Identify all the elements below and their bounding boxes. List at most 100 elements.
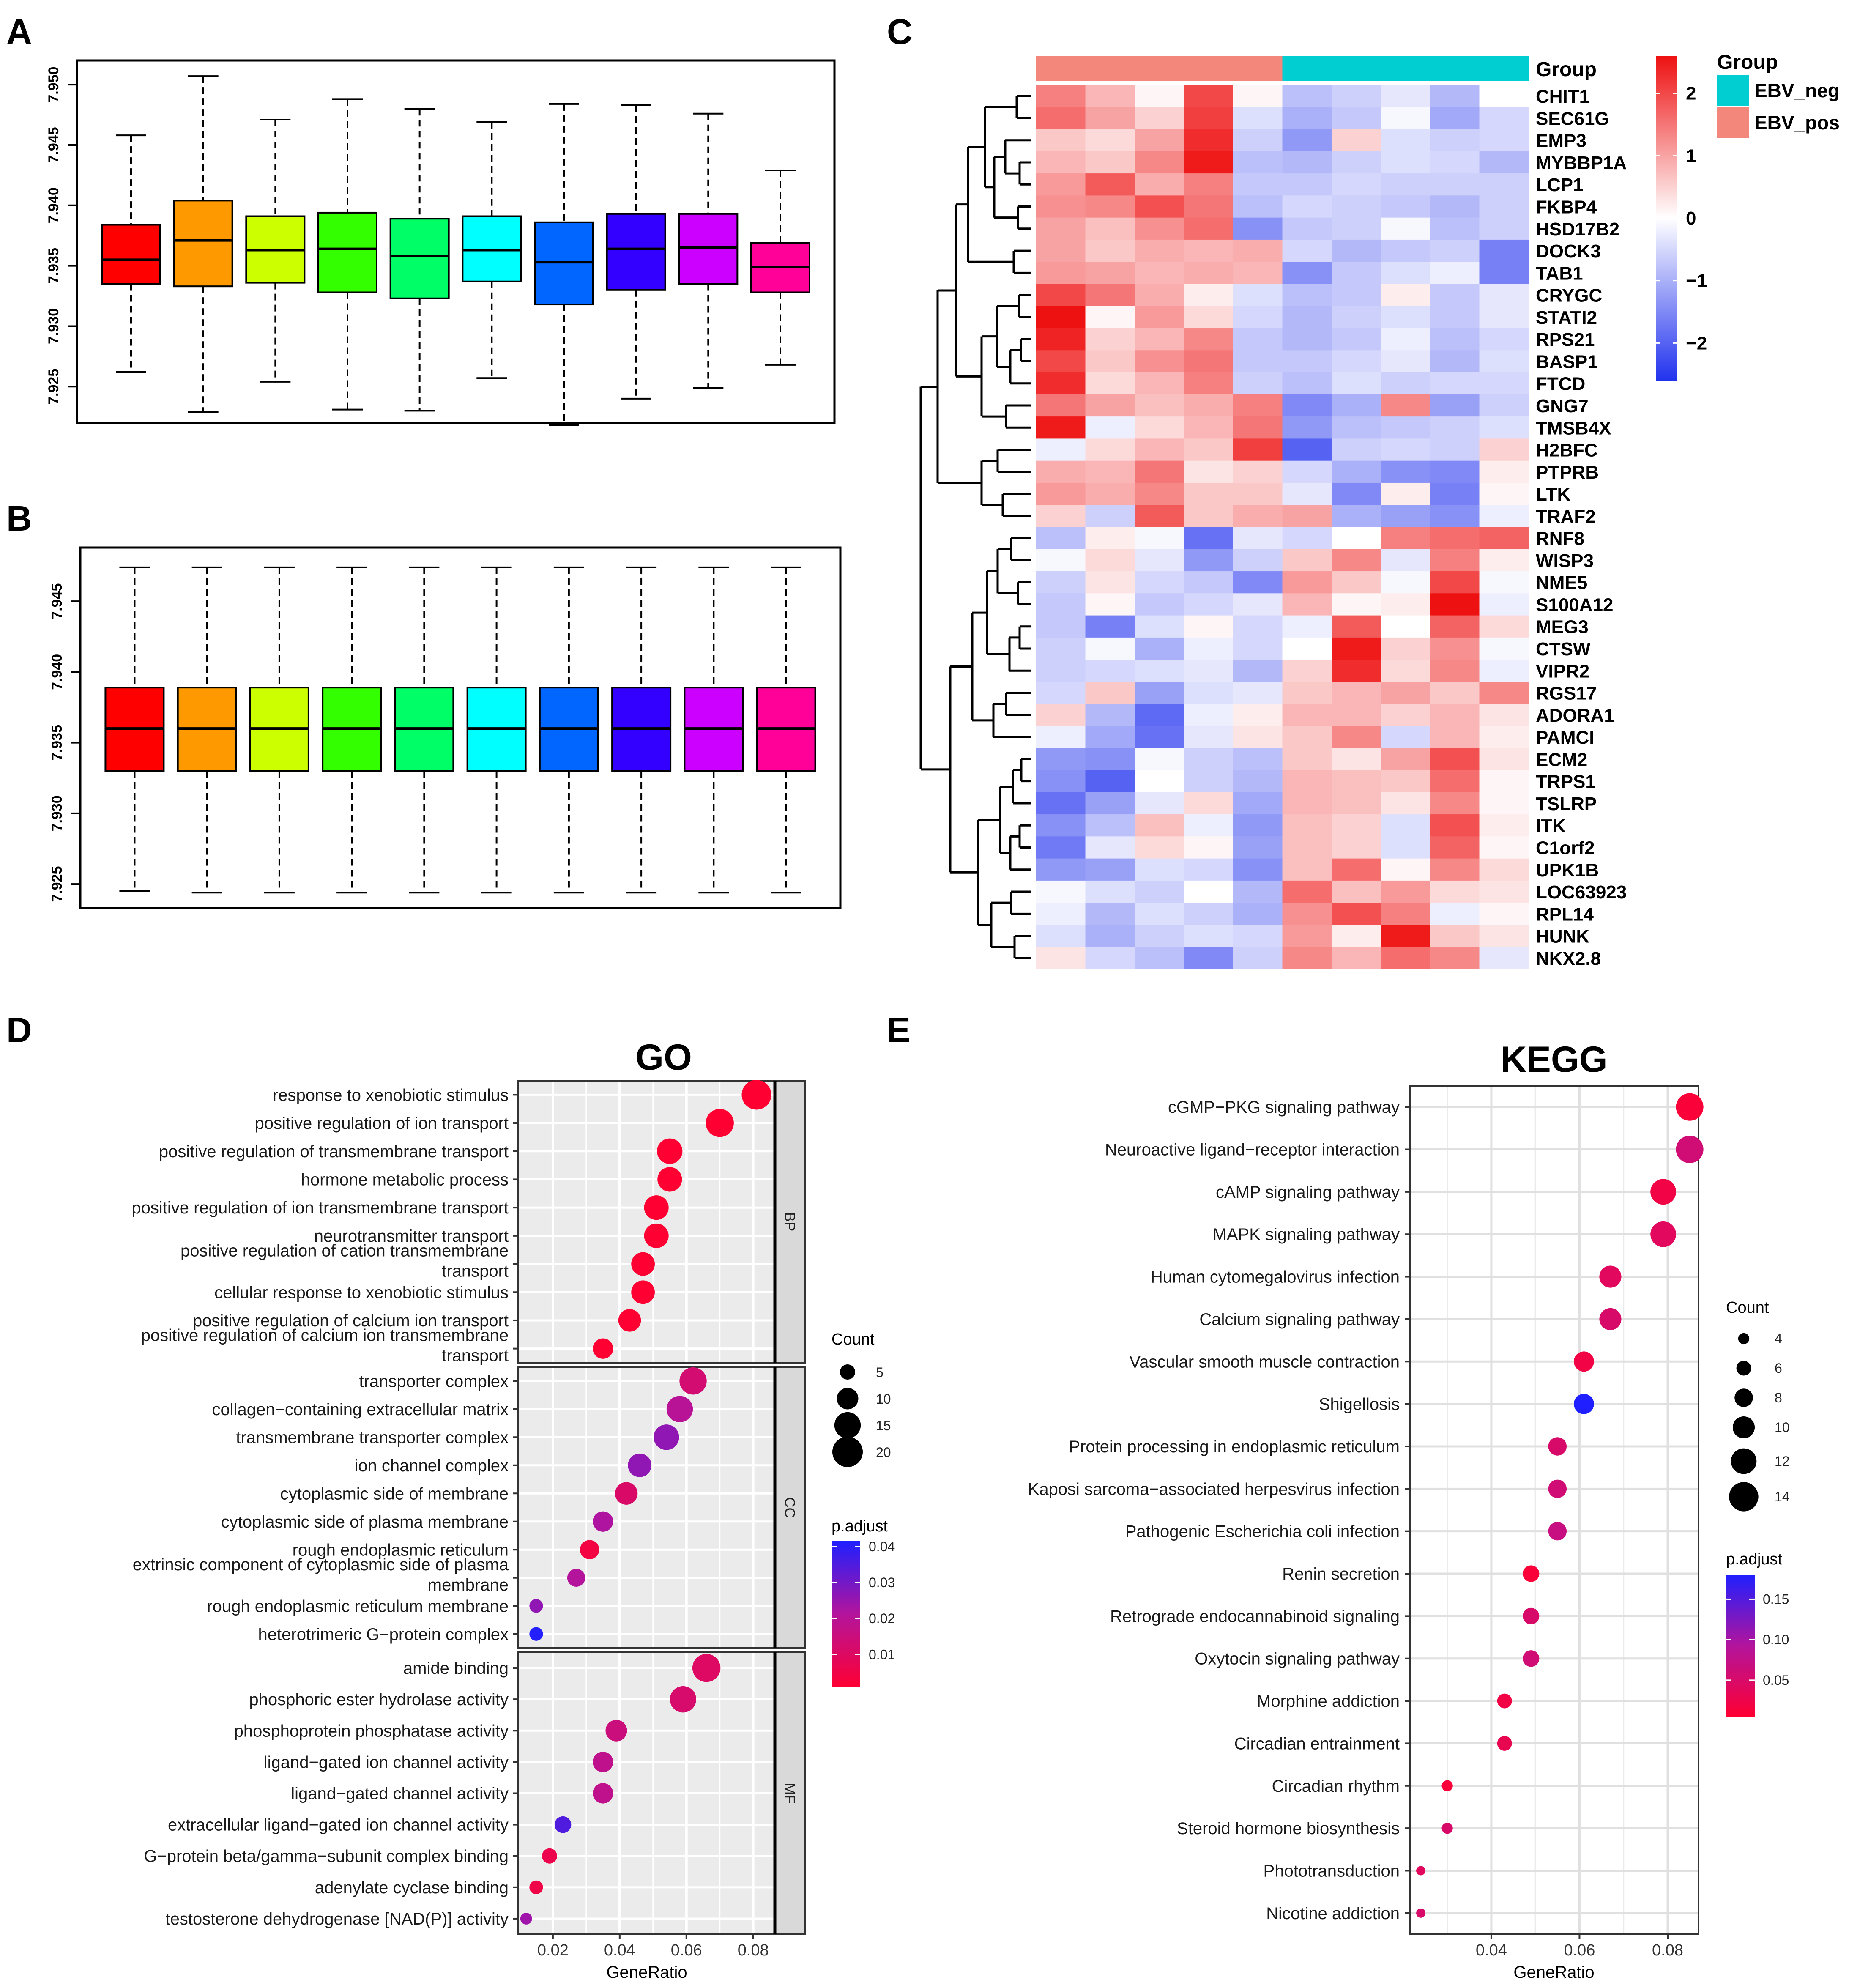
gene-label: VIPR2 — [1536, 661, 1589, 682]
heatmap-cell — [1332, 682, 1381, 704]
heatmap-cell — [1430, 328, 1480, 351]
go-term-label: ion channel complex — [354, 1457, 509, 1475]
heatmap-cell — [1332, 438, 1381, 461]
heatmap-cell — [1282, 770, 1332, 793]
heatmap-cell — [1135, 394, 1184, 417]
go-title: GO — [635, 1037, 692, 1078]
heatmap-cell — [1184, 770, 1234, 793]
heatmap-cell — [1332, 239, 1381, 262]
heatmap-cell — [1085, 85, 1135, 107]
padj-tick-label: 0.10 — [1763, 1632, 1789, 1647]
kegg-dot — [1523, 1565, 1540, 1582]
count-legend-label: 4 — [1775, 1331, 1782, 1346]
heatmap-cell — [1184, 637, 1234, 660]
heatmap-cell — [1233, 880, 1283, 903]
heatmap-cell — [1085, 549, 1135, 572]
heatmap-cell — [1233, 593, 1283, 616]
heatmap-cell — [1184, 903, 1234, 926]
go-term-label: phosphoprotein phosphatase activity — [234, 1722, 509, 1740]
kegg-dot — [1523, 1650, 1540, 1667]
kegg-term-label: Renin secretion — [1282, 1565, 1400, 1583]
heatmap-cell — [1036, 947, 1086, 969]
heatmap-cell — [1479, 107, 1529, 130]
heatmap-cell — [1332, 306, 1381, 329]
heatmap-cell — [1430, 372, 1480, 395]
heatmap-cell — [1085, 394, 1135, 417]
heatmap-cell — [1381, 637, 1431, 660]
heatmap-cell — [1135, 615, 1184, 638]
go-dot — [657, 1138, 683, 1164]
heatmap-cell — [1135, 217, 1184, 240]
heatmap-cell — [1085, 173, 1135, 196]
go-dot — [605, 1720, 627, 1742]
heatmap-cell — [1036, 770, 1086, 793]
heatmap-cell — [1135, 571, 1184, 594]
kegg-term-label: cGMP−PKG signaling pathway — [1168, 1098, 1400, 1117]
heatmap-cell — [1184, 328, 1234, 351]
heatmap-cell — [1332, 880, 1381, 903]
x-tick-label: 0.04 — [604, 1941, 635, 1959]
heatmap-cell — [1430, 350, 1480, 373]
heatmap-cell — [1085, 284, 1135, 307]
heatmap-cell — [1381, 792, 1431, 815]
group-legend-swatch — [1717, 107, 1749, 138]
heatmap-cell — [1381, 615, 1431, 638]
heatmap-cell — [1332, 527, 1381, 550]
go-dot — [542, 1848, 558, 1864]
heatmap-cell — [1282, 726, 1332, 748]
go-term-label: rough endoplasmic reticulum membrane — [207, 1597, 509, 1616]
group-annotation-cell — [1184, 56, 1234, 81]
heatmap-panel-c: Group CHIT1SEC61GEMP3MYBBP1ALCP1FKBP4HSD1… — [919, 51, 1840, 969]
gene-label: PAMCI — [1536, 727, 1595, 748]
heatmap-cell — [1282, 637, 1332, 660]
group-annotation-cell — [1332, 56, 1381, 81]
heatmap-cell — [1332, 858, 1381, 881]
heatmap-cell — [1233, 460, 1283, 483]
gene-label: RNF8 — [1536, 528, 1584, 549]
box — [389, 218, 450, 299]
heatmap-cell — [1135, 836, 1184, 859]
group-annotation-cell — [1479, 56, 1529, 81]
heatmap-cell — [1282, 460, 1332, 483]
heatmap-cell — [1430, 394, 1480, 417]
heatmap-cell — [1479, 615, 1529, 638]
heatmap-cell — [1233, 328, 1283, 351]
heatmap-cell — [1184, 173, 1234, 196]
heatmap-cell — [1135, 947, 1184, 969]
gene-label: GNG7 — [1536, 396, 1589, 416]
go-dot — [654, 1424, 679, 1450]
count-legend-label: 15 — [876, 1418, 891, 1433]
heatmap-cell — [1332, 704, 1381, 726]
kegg-term-label: Oxytocin signaling pathway — [1195, 1650, 1400, 1668]
heatmap-cell — [1233, 770, 1283, 793]
heatmap-cell — [1282, 129, 1332, 152]
heatmap-cell — [1233, 394, 1283, 417]
heatmap-cell — [1233, 660, 1283, 682]
heatmap-cell — [1430, 947, 1480, 969]
count-legend-dot — [1736, 1361, 1751, 1376]
heatmap-cell — [1085, 505, 1135, 528]
heatmap-cell — [1381, 858, 1431, 881]
y-tick-label: 7.930 — [49, 795, 65, 831]
colorbar-label: 1 — [1686, 145, 1696, 166]
kegg-term-label: Pathogenic Escherichia coli infection — [1125, 1522, 1400, 1541]
panel-label-d: D — [6, 1010, 32, 1050]
count-legend-dot — [837, 1388, 859, 1410]
heatmap-cell — [1085, 129, 1135, 152]
kegg-dot — [1650, 1221, 1676, 1247]
box — [317, 211, 377, 293]
heatmap-cell — [1036, 593, 1086, 616]
gene-label: HUNK — [1536, 926, 1589, 947]
go-dot — [529, 1599, 543, 1613]
heatmap-cell — [1036, 903, 1086, 926]
heatmap-cell — [1135, 704, 1184, 726]
heatmap-cell — [1184, 394, 1234, 417]
heatmap-cell — [1233, 682, 1283, 704]
heatmap-cell — [1184, 460, 1234, 483]
count-legend-label: 8 — [1775, 1390, 1782, 1405]
heatmap-cell — [1036, 925, 1086, 947]
heatmap-cell — [1430, 792, 1480, 815]
heatmap-cell — [1233, 372, 1283, 395]
gene-label: WISP3 — [1536, 550, 1594, 571]
heatmap-cell — [1381, 814, 1431, 837]
